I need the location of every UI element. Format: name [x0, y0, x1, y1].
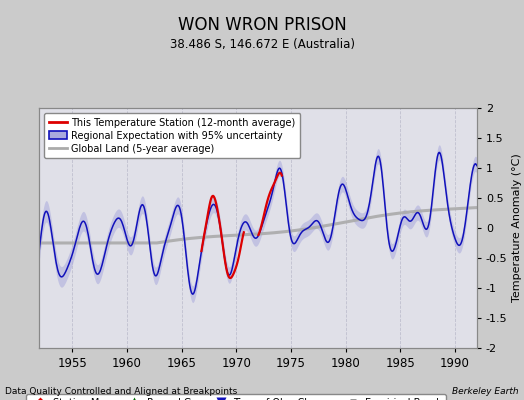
Legend: Station Move, Record Gap, Time of Obs. Change, Empirical Break: Station Move, Record Gap, Time of Obs. C…: [26, 394, 446, 400]
Text: Data Quality Controlled and Aligned at Breakpoints: Data Quality Controlled and Aligned at B…: [5, 387, 237, 396]
Y-axis label: Temperature Anomaly (°C): Temperature Anomaly (°C): [511, 154, 522, 302]
Text: WON WRON PRISON: WON WRON PRISON: [178, 16, 346, 34]
Text: 38.486 S, 146.672 E (Australia): 38.486 S, 146.672 E (Australia): [169, 38, 355, 51]
Text: Berkeley Earth: Berkeley Earth: [452, 387, 519, 396]
